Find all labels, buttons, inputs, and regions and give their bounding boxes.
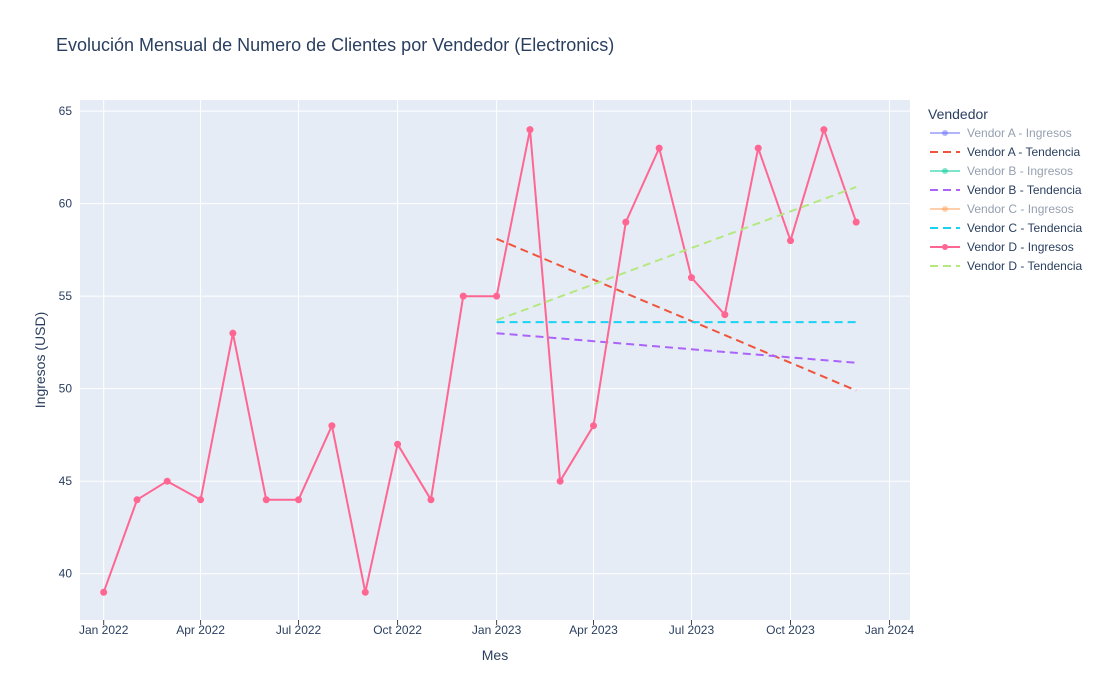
data-point	[590, 422, 598, 430]
legend-item-label: Vendor C - Ingresos	[967, 202, 1074, 216]
data-point	[163, 477, 171, 485]
series-layer	[100, 126, 860, 596]
data-point	[394, 440, 402, 448]
y-tick-label: 65	[59, 104, 73, 118]
data-point	[295, 496, 303, 504]
data-point	[427, 496, 435, 504]
chart-title: Evolución Mensual de Numero de Clientes …	[56, 35, 614, 55]
legend-item-label: Vendor D - Tendencia	[967, 259, 1083, 273]
legend-title: Vendedor	[928, 106, 988, 122]
x-tick-label: Oct 2022	[373, 623, 422, 637]
data-point	[655, 144, 663, 152]
data-point	[493, 292, 501, 300]
data-point	[820, 126, 828, 134]
x-tick-label: Oct 2023	[766, 623, 815, 637]
data-point	[687, 274, 695, 282]
data-point	[100, 588, 108, 596]
data-point	[622, 218, 630, 226]
x-tick-label: Jul 2023	[669, 623, 715, 637]
data-point	[852, 218, 860, 226]
data-point	[197, 496, 205, 504]
x-tick-label: Apr 2022	[176, 623, 225, 637]
legend-marker	[942, 130, 948, 136]
series-line-vendor-d-tendencia	[496, 186, 857, 322]
series-line-vendor-b-tendencia	[496, 332, 857, 364]
data-point	[721, 311, 729, 319]
data-point	[328, 422, 336, 430]
x-tick-label: Jul 2022	[276, 623, 322, 637]
y-tick-label: 45	[59, 474, 73, 488]
data-point	[262, 496, 270, 504]
data-point	[787, 237, 795, 245]
legend-marker	[942, 168, 948, 174]
legend-item-label: Vendor B - Ingresos	[967, 164, 1073, 178]
y-tick-label: 55	[59, 289, 73, 303]
x-tick-label: Apr 2023	[569, 623, 618, 637]
x-tick-label: Jan 2023	[472, 623, 522, 637]
legend-item-label: Vendor A - Tendencia	[967, 145, 1081, 159]
series-line-vendor-a-tendencia	[496, 237, 857, 392]
legend: Vendedor Vendor A - Ingresos Vendor A - T…	[928, 106, 1083, 273]
data-point	[229, 329, 237, 337]
y-tick-label: 60	[59, 197, 73, 211]
series-line-vendor-d-ingresos	[102, 128, 858, 594]
x-tick-labels: Jan 2022 Apr 2022 Jul 2022 Oct 2022 Jan 2023…	[79, 623, 915, 637]
y-tick-label: 50	[59, 382, 73, 396]
legend-marker	[942, 244, 948, 250]
data-point	[754, 144, 762, 152]
legend-item-label: Vendor C - Tendencia	[967, 221, 1083, 235]
legend-item-label: Vendor D - Ingresos	[967, 240, 1074, 254]
data-point	[361, 588, 369, 596]
x-axis-label: Mes	[482, 647, 508, 663]
x-gridlines	[103, 100, 891, 625]
legend-item-label: Vendor B - Tendencia	[967, 183, 1082, 197]
data-point	[459, 292, 467, 300]
x-tick-label: Jan 2022	[79, 623, 129, 637]
y-axis-label: Ingresos (USD)	[32, 312, 48, 408]
data-point	[526, 126, 534, 134]
data-point	[133, 496, 141, 504]
x-tick-label: Jan 2024	[865, 623, 915, 637]
data-point	[556, 477, 564, 485]
y-tick-label: 40	[59, 567, 73, 581]
legend-marker	[942, 206, 948, 212]
legend-item-label: Vendor A - Ingresos	[967, 126, 1072, 140]
y-tick-labels: 40 45 50 55 60 65	[59, 104, 73, 581]
